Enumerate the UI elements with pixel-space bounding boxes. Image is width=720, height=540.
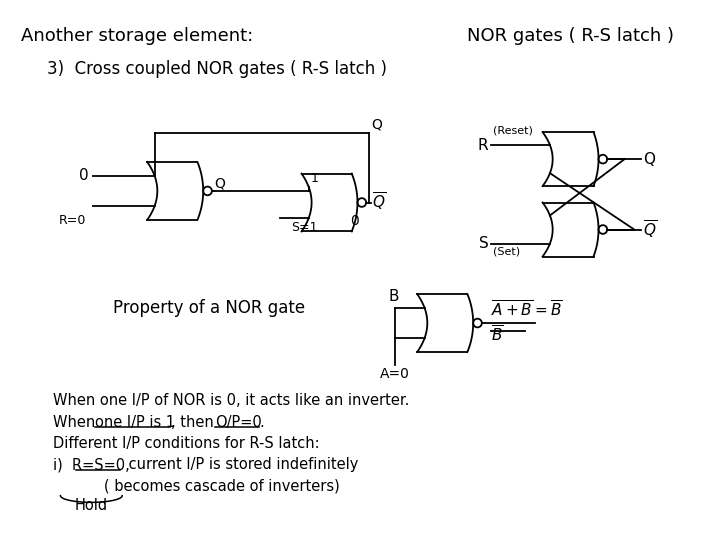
Text: B: B — [389, 289, 400, 304]
Text: R=0: R=0 — [59, 214, 86, 227]
Text: $\overline{Q}$: $\overline{Q}$ — [372, 191, 386, 213]
Text: A=0: A=0 — [380, 367, 410, 381]
Text: When: When — [53, 415, 99, 430]
Text: ( becomes cascade of inverters): ( becomes cascade of inverters) — [53, 478, 340, 493]
Text: current I/P is stored indefinitely: current I/P is stored indefinitely — [124, 457, 359, 472]
Text: When one I/P of NOR is 0, it acts like an inverter.: When one I/P of NOR is 0, it acts like a… — [53, 394, 409, 408]
Text: 3)  Cross coupled NOR gates ( R-S latch ): 3) Cross coupled NOR gates ( R-S latch ) — [47, 60, 387, 78]
Text: , then: , then — [171, 415, 219, 430]
Text: one I/P is 1: one I/P is 1 — [95, 415, 176, 430]
Text: Another storage element:: Another storage element: — [21, 27, 253, 45]
Text: Property of a NOR gate: Property of a NOR gate — [113, 299, 305, 317]
Text: Different I/P conditions for R-S latch:: Different I/P conditions for R-S latch: — [53, 436, 320, 451]
Text: (Reset): (Reset) — [493, 125, 534, 136]
Text: Hold: Hold — [75, 497, 108, 512]
Text: O/P=0: O/P=0 — [215, 415, 261, 430]
Text: S=1: S=1 — [291, 221, 318, 234]
Text: Q: Q — [371, 117, 382, 131]
Text: 1: 1 — [311, 172, 319, 185]
Text: NOR gates ( R-S latch ): NOR gates ( R-S latch ) — [467, 27, 674, 45]
Text: $\overline{B}$: $\overline{B}$ — [492, 325, 504, 345]
Text: .: . — [259, 415, 264, 430]
Text: i)  R=S=0,: i) R=S=0, — [53, 457, 130, 472]
Text: $\overline{A+B} = \overline{B}$: $\overline{A+B} = \overline{B}$ — [492, 300, 563, 320]
Text: Q: Q — [643, 152, 655, 167]
Text: $\overline{Q}$: $\overline{Q}$ — [643, 219, 657, 240]
Text: R: R — [478, 138, 489, 153]
Text: Q: Q — [214, 176, 225, 190]
Text: 0: 0 — [78, 168, 89, 184]
Text: 0: 0 — [350, 214, 359, 228]
Text: S: S — [479, 236, 489, 251]
Text: (Set): (Set) — [493, 246, 521, 256]
